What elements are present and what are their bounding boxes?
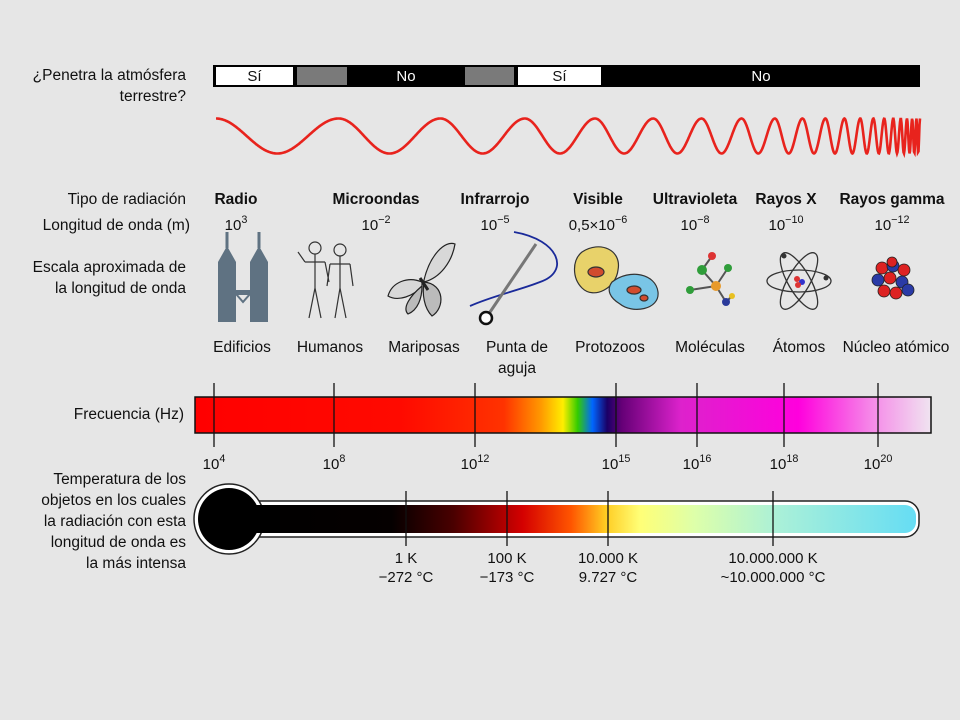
temperature-label-line: objetos en los cuales	[41, 492, 186, 509]
wavelength-label: Longitud de onda (m)	[43, 217, 190, 234]
temperature-celsius-label: −173 °C	[480, 569, 535, 586]
frequency-tick-label: 1012	[461, 453, 490, 473]
wavelength-wave	[216, 116, 922, 159]
buildings-icon	[218, 232, 268, 322]
wavelength-value: 103	[225, 214, 248, 234]
temperature-kelvin-label: 100 K	[487, 550, 526, 567]
atmosphere-segment	[603, 67, 919, 85]
frequency-tick-label: 1015	[602, 453, 631, 473]
wavelength-value: 10−5	[481, 214, 510, 234]
temperature-celsius-label: 9.727 °C	[579, 569, 638, 586]
scale-label-line2: la longitud de onda	[55, 280, 186, 297]
atmosphere-segment	[465, 67, 514, 85]
frequency-tick-label: 108	[323, 453, 346, 473]
scale-label-line1: Escala aproximada de	[33, 259, 186, 276]
temperature-label: Temperatura de los objetos en los cuales l…	[41, 471, 186, 572]
scale-object-labels: Edificios Humanos Mariposas Punta de aguja Pr…	[213, 339, 949, 377]
frequency-tick-label: 1016	[683, 453, 712, 473]
atmosphere-segment	[349, 67, 463, 85]
radiation-type-name: Visible	[573, 191, 623, 208]
butterfly-icon	[387, 242, 456, 317]
scale-icons	[218, 231, 915, 326]
radiation-types: Radio 103 Microondas 10−2 Infrarrojo 10−5 Visi…	[214, 191, 944, 234]
atmosphere-segment	[518, 67, 601, 85]
thermometer-bulb	[198, 488, 260, 550]
radiation-type-name: Rayos gamma	[839, 191, 944, 208]
scale-object-label: Mariposas	[388, 339, 460, 356]
temperature-kelvin-label: 1 K	[395, 550, 418, 567]
protozoa-icon	[573, 246, 659, 310]
temperature-label-line: la más intensa	[86, 555, 186, 572]
radiation-type-name: Microondas	[333, 191, 420, 208]
scale-object-label: Núcleo atómico	[843, 339, 950, 356]
atmosphere-segment	[216, 67, 293, 85]
atmosphere-segment-label: Sí	[552, 68, 567, 85]
frequency-label: Frecuencia (Hz)	[74, 406, 184, 423]
nucleus-icon	[871, 256, 915, 300]
atom-icon	[766, 252, 832, 310]
temperature-gradient	[226, 505, 916, 533]
thermometer: 1 K −272 °C 100 K −173 °C 10.000 K 9.727 °C 10…	[193, 483, 920, 586]
atmosphere-label-line2: terrestre?	[120, 88, 187, 105]
atmosphere-bar: Sí No Sí No	[213, 65, 920, 87]
scale-object-label: Átomos	[773, 339, 826, 356]
scale-object-label: Moléculas	[675, 339, 745, 356]
wavelength-value: 10−2	[362, 214, 391, 234]
scale-object-label: Humanos	[297, 339, 364, 356]
radiation-type-name: Ultravioleta	[653, 191, 738, 208]
wavelength-value: 0,5×10−6	[569, 214, 628, 234]
atmosphere-label-line1: ¿Penetra la atmósfera	[33, 67, 187, 84]
radiation-type-name: Infrarrojo	[461, 191, 530, 208]
atmosphere-segment-label: Sí	[247, 68, 262, 85]
frequency-ticks: 104 108 1012 1015 1016 1018 1020	[203, 383, 893, 473]
temperature-label-line: longitud de onda es	[51, 534, 187, 551]
temperature-label-line: Temperatura de los	[53, 471, 186, 488]
atmosphere-segment	[297, 67, 347, 85]
temperature-celsius-label: ~10.000.000 °C	[721, 569, 826, 586]
frequency-tick-label: 104	[203, 453, 226, 473]
humans-icon	[297, 241, 354, 319]
frequency-bar: 104 108 1012 1015 1016 1018 1020	[194, 383, 932, 473]
atmosphere-segment-label: No	[396, 68, 415, 85]
scale-object-label: Protozoos	[575, 339, 645, 356]
atmosphere-segment-label: No	[751, 68, 770, 85]
temperature-kelvin-label: 10.000.000 K	[728, 550, 817, 567]
frequency-tick-label: 1018	[770, 453, 799, 473]
radiation-type-name: Rayos X	[755, 191, 817, 208]
row-labels: ¿Penetra la atmósfera terrestre? Tipo de…	[33, 67, 190, 572]
molecule-icon	[686, 252, 735, 306]
radiation-type-label: Tipo de radiación	[68, 191, 186, 208]
wavelength-value: 10−10	[768, 214, 803, 234]
wavelength-value: 10−12	[874, 214, 909, 234]
temperature-celsius-label: −272 °C	[379, 569, 434, 586]
temperature-label-line: la radiación con esta	[44, 513, 187, 530]
temperature-kelvin-label: 10.000 K	[578, 550, 638, 567]
frequency-tick-label: 1020	[864, 453, 893, 473]
wavelength-value: 10−8	[681, 214, 710, 234]
needle-icon	[469, 231, 558, 326]
scale-object-label-line2: aguja	[498, 360, 536, 377]
radiation-type-name: Radio	[214, 191, 257, 208]
temperature-ticks: 1 K −272 °C 100 K −173 °C 10.000 K 9.727 °C 10…	[379, 491, 826, 586]
frequency-gradient	[194, 396, 932, 434]
scale-object-label: Punta de	[486, 339, 548, 356]
scale-object-label: Edificios	[213, 339, 271, 356]
